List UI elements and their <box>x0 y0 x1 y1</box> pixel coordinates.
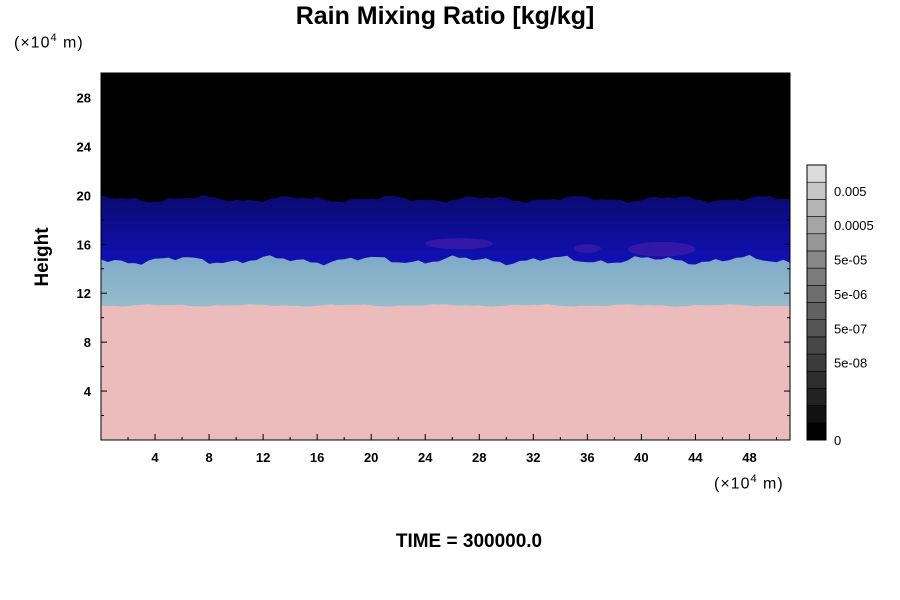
colorbar-swatch <box>806 353 827 372</box>
plot-frame <box>100 72 791 441</box>
x-tick-label: 48 <box>742 450 756 465</box>
colorbar-swatch <box>806 319 827 338</box>
y-tick-label: 8 <box>84 335 91 350</box>
colorbar-label: 0.005 <box>834 184 867 199</box>
colorbar-swatch <box>806 181 827 200</box>
x-tick-label: 16 <box>310 450 324 465</box>
colorbar-swatch <box>806 302 827 320</box>
colorbar-swatch <box>806 370 827 389</box>
x-tick-label: 4 <box>151 450 159 465</box>
y-tick-label: 24 <box>77 139 92 154</box>
heatmap-patch-0 <box>425 238 493 250</box>
x-tick-label: 24 <box>418 450 433 465</box>
colorbar-swatch <box>806 250 827 269</box>
colorbar-swatch <box>806 164 827 183</box>
heatmap-patch-1 <box>627 241 696 257</box>
x-tick-label: 12 <box>256 450 270 465</box>
x-tick-label: 8 <box>205 450 212 465</box>
colorbar-label: 5e-08 <box>834 356 867 371</box>
y-tick-label: 4 <box>84 384 92 399</box>
y-axis-unit: (×104 m) <box>14 32 84 52</box>
colorbar-label: 0 <box>834 433 841 448</box>
x-tick-label: 28 <box>472 450 486 465</box>
colorbar-label: 5e-07 <box>834 321 867 336</box>
colorbar-swatch <box>806 388 827 406</box>
colorbar-swatch <box>806 199 827 217</box>
colorbar-label: 5e-05 <box>834 253 867 268</box>
heatmap-patch-2 <box>573 244 601 253</box>
y-tick-label: 16 <box>77 237 91 252</box>
x-tick-label: 40 <box>634 450 648 465</box>
heatmap-region-lower <box>101 304 790 440</box>
colorbar-frame <box>806 164 827 441</box>
x-tick-label: 44 <box>688 450 703 465</box>
x-tick-label: 36 <box>580 450 594 465</box>
colorbar-swatch <box>806 422 827 441</box>
y-tick-label: 12 <box>77 286 91 301</box>
y-tick-label: 20 <box>77 188 91 203</box>
colorbar-swatch <box>806 267 827 286</box>
colorbar-label: 0.0005 <box>834 218 874 233</box>
colorbar-swatch <box>806 233 827 252</box>
x-tick-label: 20 <box>364 450 378 465</box>
chart-title: Rain Mixing Ratio [kg/kg] <box>295 2 595 30</box>
x-axis-unit: (×104 m) <box>714 473 784 493</box>
colorbar-swatch <box>806 285 827 303</box>
colorbar-swatch <box>806 216 827 235</box>
colorbar-label: 5e-06 <box>834 287 867 302</box>
y-tick-label: 28 <box>77 90 91 105</box>
colorbar-swatch <box>806 405 827 424</box>
x-tick-label: 32 <box>526 450 540 465</box>
colorbar-swatch <box>806 336 827 355</box>
time-label: TIME = 300000.0 <box>395 531 543 552</box>
